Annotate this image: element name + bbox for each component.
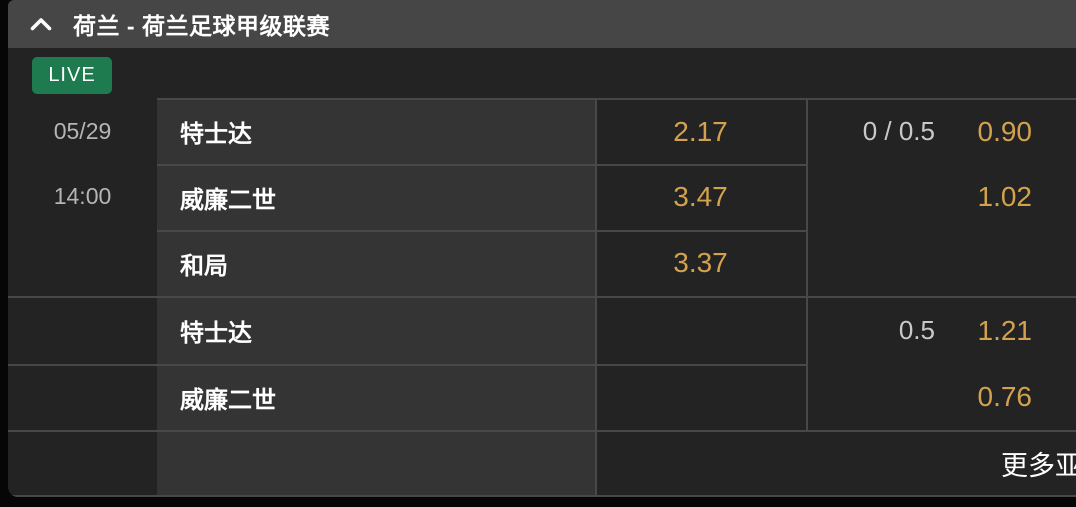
odds-home[interactable]: 2.17 [673,115,728,147]
league-title: 荷兰 - 荷兰足球甲级联赛 [73,13,330,39]
divider [806,99,808,430]
selection-away: 威廉二世 [180,186,276,214]
divider [157,230,806,232]
handicap-away-odds: 1.02 [977,181,1033,212]
divider [8,495,1076,497]
match-date: 05/29 [53,118,112,144]
match-table: LIVE 05/29 14:00 特士达 威廉二世 和局 2.17 3.47 3… [8,48,1076,497]
more-asian-lines-link[interactable]: 更多亚 [595,431,1076,495]
divider [595,99,597,495]
handicap-away-bet[interactable]: 1.02 [806,164,1076,230]
divider [157,164,806,166]
handicap2-away-bet[interactable]: 0.76 [806,364,1076,430]
handicap-home-line: 0 / 0.5 [862,116,935,146]
selection-home: 特士达 [180,121,252,148]
handicap2-home-line: 0.5 [898,315,935,345]
handicap-home-bet[interactable]: 0 / 0.5 0.90 [806,99,1076,164]
divider [8,296,1076,298]
handicap2-away-odds: 0.76 [977,381,1033,412]
selection2-home: 特士达 [180,320,252,347]
selection2-away: 威廉二世 [180,386,276,414]
match-time: 14:00 [53,183,112,209]
handicap2-home-bet[interactable]: 0.5 1.21 [806,297,1076,364]
league-header[interactable]: 荷兰 - 荷兰足球甲级联赛 [8,0,1076,48]
divider [8,364,806,366]
selection-draw: 和局 [180,252,228,280]
divider [157,98,1076,100]
odds-draw[interactable]: 3.37 [673,247,728,278]
more-asian-lines-label: 更多亚 [1001,450,1076,481]
handicap-home-odds: 0.90 [977,115,1033,147]
chevron-up-icon [30,18,52,31]
live-badge: LIVE [32,57,112,94]
handicap2-home-odds: 1.21 [977,314,1033,346]
divider [8,430,1076,432]
odds-away[interactable]: 3.47 [673,181,728,212]
